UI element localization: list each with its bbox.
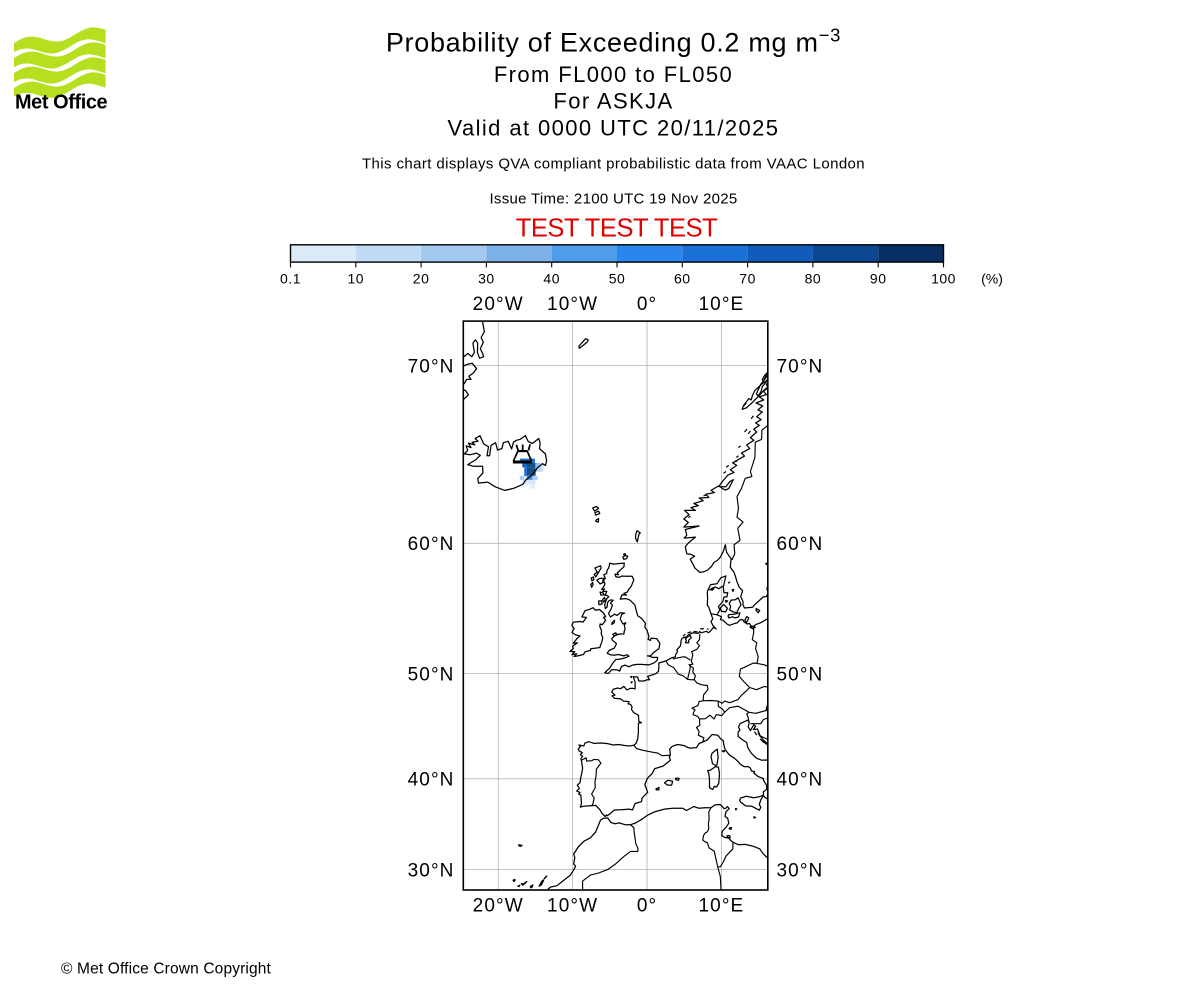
svg-text:For ASKJA: For ASKJA <box>553 89 673 114</box>
svg-text:10°E: 10°E <box>698 294 744 315</box>
svg-text:Met Office: Met Office <box>15 92 107 114</box>
svg-text:© Met Office Crown Copyright: © Met Office Crown Copyright <box>61 960 272 977</box>
svg-text:10: 10 <box>348 271 365 287</box>
svg-text:50°N: 50°N <box>408 664 455 685</box>
svg-text:40°N: 40°N <box>777 770 824 791</box>
svg-text:50: 50 <box>609 271 626 287</box>
svg-text:20°W: 20°W <box>473 294 524 315</box>
svg-text:30°N: 30°N <box>408 860 455 881</box>
svg-text:40°N: 40°N <box>408 770 455 791</box>
svg-text:70°N: 70°N <box>777 356 824 377</box>
svg-text:30°N: 30°N <box>777 860 824 881</box>
svg-text:60°N: 60°N <box>408 534 455 555</box>
svg-text:70: 70 <box>739 271 756 287</box>
svg-text:This chart displays QVA compli: This chart displays QVA compliant probab… <box>362 156 865 173</box>
svg-text:80: 80 <box>805 271 822 287</box>
svg-text:60: 60 <box>674 271 691 287</box>
svg-text:From FL000 to FL050: From FL000 to FL050 <box>494 62 733 87</box>
svg-text:Probability of Exceeding 0.2 m: Probability of Exceeding 0.2 mg m−3 <box>386 24 841 58</box>
svg-text:Valid at 0000 UTC 20/11/2025: Valid at 0000 UTC 20/11/2025 <box>448 115 780 140</box>
svg-text:TEST TEST TEST: TEST TEST TEST <box>516 214 718 242</box>
svg-text:60°N: 60°N <box>777 534 824 555</box>
svg-text:40: 40 <box>543 271 560 287</box>
svg-text:30: 30 <box>478 271 495 287</box>
svg-text:(%): (%) <box>981 271 1003 287</box>
svg-text:Issue Time: 2100 UTC 19 Nov 20: Issue Time: 2100 UTC 19 Nov 2025 <box>489 191 737 208</box>
svg-text:10°E: 10°E <box>698 896 744 917</box>
svg-text:0°: 0° <box>637 896 657 917</box>
svg-text:10°W: 10°W <box>547 896 598 917</box>
svg-text:0°: 0° <box>637 294 657 315</box>
svg-text:90: 90 <box>870 271 887 287</box>
svg-text:70°N: 70°N <box>408 356 455 377</box>
svg-text:50°N: 50°N <box>777 664 824 685</box>
svg-text:20: 20 <box>413 271 430 287</box>
svg-text:0.1: 0.1 <box>280 271 301 287</box>
svg-text:10°W: 10°W <box>547 294 598 315</box>
svg-text:100: 100 <box>931 271 956 287</box>
svg-text:20°W: 20°W <box>473 896 524 917</box>
